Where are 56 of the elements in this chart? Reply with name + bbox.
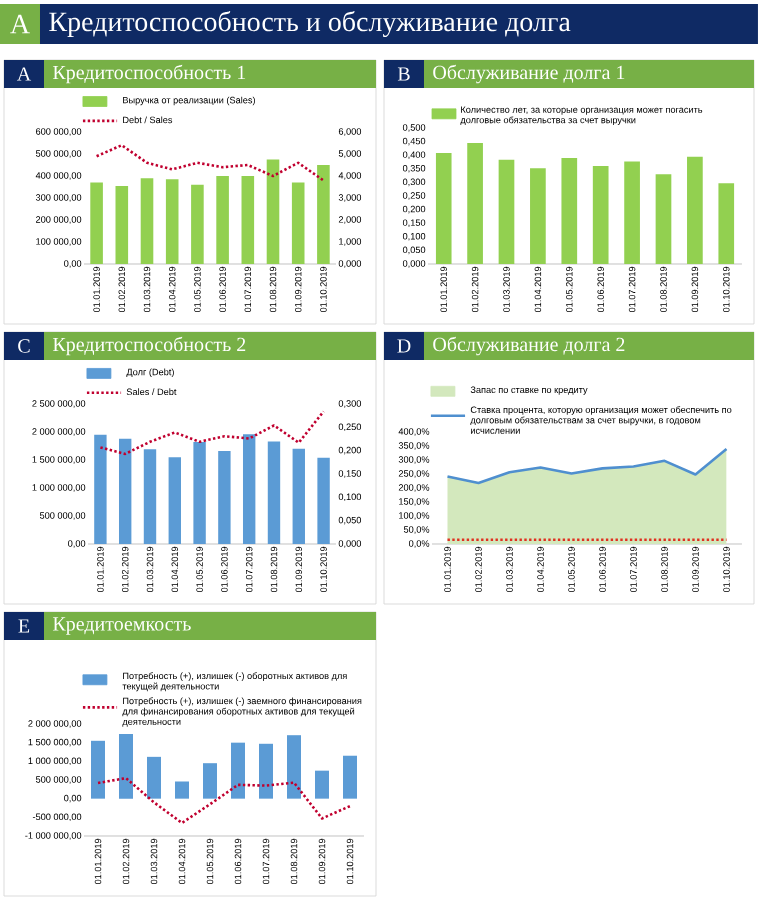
- bar: [231, 742, 245, 799]
- bar: [119, 438, 132, 544]
- bar: [140, 178, 154, 264]
- text: E: [18, 619, 30, 633]
- bar: [168, 457, 181, 544]
- chart-title: Кредитоемкость: [52, 617, 191, 635]
- bar: [191, 184, 204, 264]
- text: A: [10, 14, 30, 34]
- chart-title: Обслуживание долга 2: [433, 336, 625, 356]
- bar: [317, 457, 330, 544]
- bar: [317, 165, 330, 264]
- bar: [90, 740, 105, 799]
- line-series: [95, 143, 325, 182]
- bar: [202, 763, 217, 799]
- text: C: [18, 339, 30, 353]
- bar: [592, 166, 609, 264]
- bar: [467, 142, 483, 264]
- line-series: [446, 447, 728, 485]
- bar: [291, 182, 305, 264]
- text: B: [397, 67, 410, 81]
- bar: [165, 179, 179, 264]
- bar: [119, 734, 133, 799]
- text: A: [16, 67, 32, 81]
- bar: [687, 156, 703, 264]
- bar: [267, 441, 281, 544]
- bar: [498, 159, 515, 264]
- bar: [286, 735, 301, 799]
- text: Кредитоспособность и обслуживание долга: [49, 10, 571, 38]
- chart-title: Обслуживание долга 1: [433, 64, 625, 84]
- bar: [193, 442, 206, 544]
- bar: [315, 770, 329, 799]
- bar: [218, 451, 231, 544]
- line-series: [99, 410, 325, 456]
- bar: [624, 161, 640, 264]
- bar: [216, 176, 229, 264]
- bar: [143, 449, 157, 544]
- bar: [292, 448, 305, 544]
- bar: [266, 159, 280, 264]
- bar: [561, 157, 578, 264]
- bar: [115, 185, 129, 264]
- bar: [258, 743, 273, 799]
- bar: [342, 755, 357, 799]
- line-series: [96, 776, 352, 825]
- bar: [530, 168, 546, 264]
- text: D: [397, 339, 411, 353]
- chart-title: Кредитоспособность 1: [52, 64, 246, 84]
- bar: [242, 434, 256, 544]
- bar: [147, 756, 161, 799]
- bar: [174, 781, 189, 799]
- bar: [718, 183, 735, 264]
- bar: [94, 434, 107, 544]
- bar: [655, 174, 672, 264]
- bar: [241, 176, 255, 264]
- bar: [435, 153, 452, 264]
- chart-title: Кредитоспособность 2: [52, 336, 246, 356]
- bar: [90, 182, 103, 264]
